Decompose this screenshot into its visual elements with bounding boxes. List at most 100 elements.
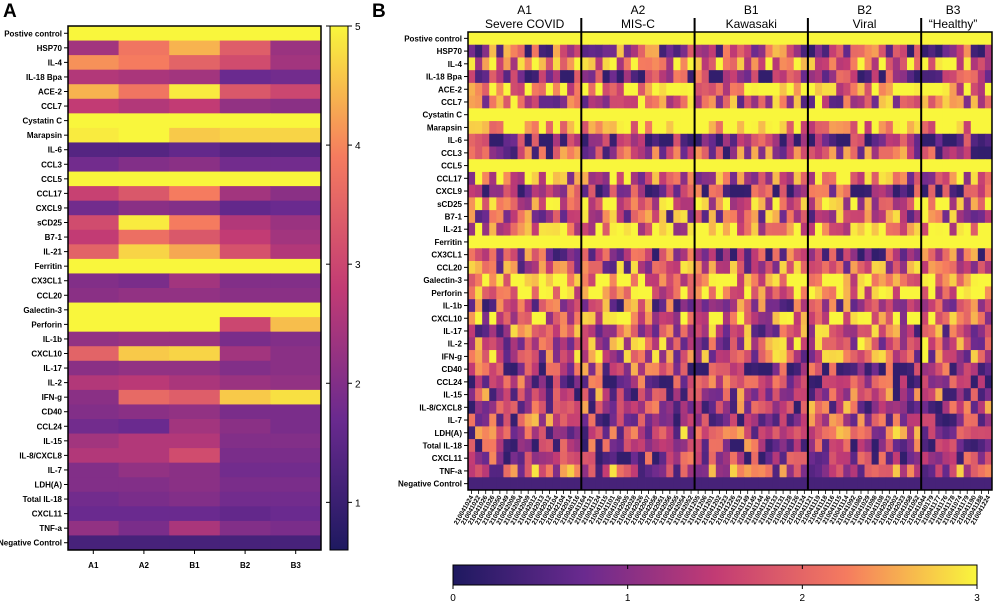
heat-cell bbox=[602, 108, 611, 122]
heat-cell bbox=[751, 171, 759, 186]
heat-cell bbox=[772, 171, 780, 186]
heat-cell bbox=[786, 57, 795, 71]
heat-cell bbox=[829, 477, 837, 491]
heat-cell bbox=[793, 146, 802, 160]
heat-cell bbox=[560, 400, 568, 415]
heat-cell bbox=[928, 82, 936, 97]
heat-cell bbox=[836, 350, 844, 364]
heat-cell bbox=[814, 362, 823, 376]
heat-cell bbox=[270, 520, 322, 536]
heat-cell bbox=[545, 235, 554, 249]
heat-cell bbox=[567, 439, 575, 453]
heat-cell bbox=[701, 388, 710, 402]
heat-cell bbox=[921, 121, 929, 135]
heat-cell bbox=[517, 146, 526, 160]
heat-cell bbox=[892, 133, 901, 147]
heat-cell bbox=[219, 346, 271, 362]
heat-cell bbox=[496, 133, 504, 147]
heat-cell bbox=[118, 302, 170, 318]
heat-cell bbox=[673, 426, 681, 440]
heat-cell bbox=[751, 261, 759, 275]
heat-cell bbox=[807, 273, 816, 287]
heat-cell bbox=[970, 337, 979, 351]
heat-cell bbox=[482, 197, 490, 211]
heat-cell bbox=[836, 159, 844, 173]
heat-cell bbox=[730, 477, 738, 491]
heat-cell bbox=[758, 133, 766, 147]
heat-cell bbox=[850, 286, 858, 300]
heat-cell bbox=[630, 286, 639, 300]
heat-cell bbox=[793, 261, 802, 275]
heat-cell bbox=[694, 413, 703, 427]
heat-cell bbox=[574, 159, 582, 173]
heat-cell bbox=[899, 362, 908, 376]
heat-cell bbox=[680, 184, 688, 198]
heat-cell bbox=[807, 311, 816, 326]
heat-cell bbox=[878, 197, 887, 211]
heat-cell bbox=[779, 299, 788, 313]
row-label: CX3CL1 bbox=[31, 277, 62, 286]
heat-cell bbox=[779, 362, 788, 376]
heat-cell bbox=[595, 311, 603, 326]
heat-cell bbox=[772, 133, 780, 147]
heat-cell bbox=[219, 520, 271, 536]
heat-cell bbox=[864, 197, 873, 211]
heat-cell bbox=[722, 133, 731, 147]
heat-cell bbox=[680, 464, 688, 478]
heat-cell bbox=[765, 388, 773, 402]
heat-cell bbox=[935, 95, 943, 109]
heat-cell bbox=[581, 400, 589, 415]
heat-cell bbox=[722, 477, 731, 491]
heat-cell bbox=[722, 146, 731, 160]
heat-cell bbox=[977, 44, 986, 58]
heat-cell bbox=[779, 70, 788, 84]
heat-cell bbox=[885, 108, 894, 122]
heat-cell bbox=[524, 451, 533, 465]
heat-cell bbox=[708, 451, 717, 465]
heat-cell bbox=[630, 311, 639, 326]
heat-cell bbox=[722, 299, 731, 313]
heat-cell bbox=[637, 121, 646, 135]
heat-cell bbox=[850, 146, 858, 160]
heat-cell bbox=[892, 235, 901, 249]
heat-cell bbox=[871, 70, 880, 84]
heat-cell bbox=[984, 299, 993, 313]
heat-cell bbox=[793, 184, 802, 198]
heat-cell bbox=[807, 133, 816, 147]
heat-cell bbox=[935, 171, 943, 186]
heat-cell bbox=[807, 299, 816, 313]
heat-cell bbox=[786, 400, 795, 415]
row-label: B7-1 bbox=[45, 233, 63, 242]
heat-cell bbox=[687, 82, 695, 97]
heat-cell bbox=[560, 439, 568, 453]
heat-cell bbox=[751, 350, 759, 364]
heat-cell bbox=[864, 222, 873, 236]
heat-cell bbox=[779, 248, 788, 262]
row-label: Marapsin bbox=[27, 131, 62, 140]
heat-cell bbox=[822, 451, 830, 465]
heat-cell bbox=[715, 95, 724, 109]
heat-cell bbox=[623, 210, 632, 224]
heat-cell bbox=[616, 261, 625, 275]
heat-cell bbox=[899, 350, 908, 364]
heat-cell bbox=[942, 375, 950, 389]
heat-cell bbox=[524, 95, 533, 109]
heat-cell bbox=[949, 426, 957, 440]
heat-cell bbox=[538, 70, 547, 84]
heat-cell bbox=[219, 477, 271, 493]
heat-cell bbox=[687, 451, 695, 465]
heat-cell bbox=[560, 146, 568, 160]
heat-cell bbox=[531, 388, 540, 402]
heat-cell bbox=[524, 477, 533, 491]
heat-cell bbox=[751, 426, 759, 440]
heat-cell bbox=[680, 451, 688, 465]
heat-cell bbox=[588, 337, 596, 351]
heat-cell bbox=[878, 413, 887, 427]
heat-cell bbox=[935, 362, 943, 376]
heat-cell bbox=[68, 142, 120, 158]
heat-cell bbox=[970, 171, 979, 186]
heat-cell bbox=[510, 311, 518, 326]
heat-cell bbox=[630, 197, 639, 211]
heat-cell bbox=[765, 146, 773, 160]
heat-cell bbox=[899, 121, 908, 135]
